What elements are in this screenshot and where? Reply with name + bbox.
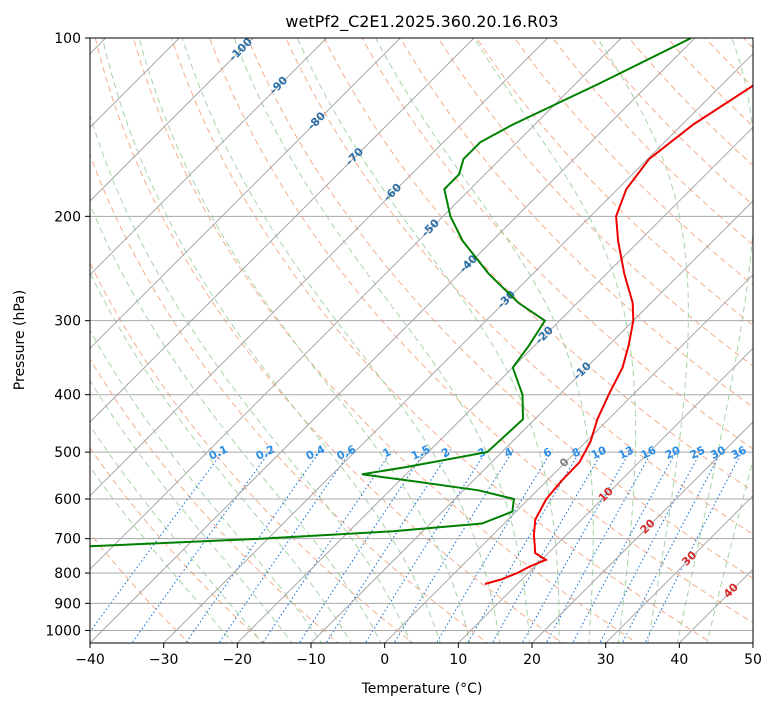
y-tick-label: 300 [54, 314, 81, 330]
y-axis-label: Pressure (hPa) [12, 290, 28, 390]
moist-adiabat-line [90, 113, 412, 643]
mixing-ratio-line [185, 449, 322, 643]
mixing-ratio-line [521, 449, 632, 643]
x-tick-label: 20 [523, 652, 541, 668]
dewpoint-profile-line [90, 38, 692, 548]
mixing-ratio-label: 13 [617, 444, 636, 462]
temperature-profile-line [484, 84, 753, 585]
y-tick-label: 700 [54, 532, 81, 548]
isotherm-line [236, 126, 753, 643]
mixing-ratio-label: 36 [729, 443, 749, 462]
y-tick-label: 500 [54, 445, 81, 461]
isotherm-line [90, 38, 475, 423]
isotherm-line [163, 52, 753, 643]
plot-area: -100-90-80-70-60-50-40-30-20-10010203040… [90, 38, 753, 643]
mixing-ratio-line [298, 449, 427, 643]
dry-adiabat-line [514, 38, 753, 286]
x-axis-ticks: −40 −30 −20 −10 0 10 20 30 40 50 [75, 643, 762, 668]
x-tick-label: −20 [223, 652, 253, 668]
mixing-ratio-line [218, 449, 353, 643]
isotherm-line [310, 200, 753, 643]
y-tick-label: 100 [54, 31, 81, 47]
x-tick-label: 40 [670, 652, 688, 668]
y-axis-ticks: 100 200 300 400 500 600 700 800 900 1000 [45, 31, 90, 639]
y-tick-label: 1000 [45, 623, 81, 639]
x-tick-label: 10 [449, 652, 467, 668]
x-tick-label: 50 [744, 652, 762, 668]
mixing-ratio-line [621, 449, 723, 643]
moist-adiabat-line [90, 202, 382, 643]
mixing-ratio-label: 16 [639, 443, 659, 462]
isotherm-line [90, 38, 254, 202]
x-axis-label: Temperature (°C) [361, 681, 483, 697]
mixing-ratio-line [131, 449, 272, 643]
y-tick-label: 800 [54, 566, 81, 582]
isotherm-line [90, 38, 549, 497]
isotherm-line [90, 38, 401, 350]
plot-frame [89, 37, 754, 644]
mixing-ratio-label: 10 [589, 443, 609, 462]
mixing-ratio-label: 25 [688, 444, 707, 462]
y-tick-label: 900 [54, 596, 81, 612]
dry-adiabat-line [476, 38, 753, 326]
x-tick-label: 0 [380, 652, 389, 668]
y-tick-label: 600 [54, 492, 81, 508]
x-tick-label: −10 [296, 652, 326, 668]
isotherm-line [90, 38, 622, 571]
dry-adiabat-line [90, 153, 489, 643]
mixing-ratio-label: 30 [708, 443, 728, 462]
mixing-ratio-line [393, 449, 515, 643]
pressure-gridlines [90, 38, 753, 631]
x-tick-label: 30 [597, 652, 615, 668]
mixing-ratio-line [545, 449, 654, 643]
isotherm-line [457, 347, 753, 643]
profile-series [90, 38, 753, 585]
isotherm-line [384, 273, 753, 643]
mixing-ratio-line [364, 449, 488, 643]
mixing-ratio-line [262, 449, 393, 643]
dry-adiabat-line [90, 261, 414, 643]
y-tick-label: 200 [54, 209, 81, 225]
mixing-ratio-line [435, 449, 553, 643]
isotherm-line [90, 38, 328, 276]
mixing-ratio-line [466, 449, 582, 643]
isotherm-line [531, 421, 753, 643]
mixing-ratio-line [325, 449, 452, 643]
isotherm-line [605, 494, 753, 643]
x-tick-label: −40 [75, 652, 105, 668]
mixing-ratio-label: 20 [663, 443, 683, 462]
x-tick-label: −30 [149, 652, 179, 668]
chart-title: wetPf2_C2E1.2025.360.20.16.R03 [285, 12, 558, 32]
y-tick-label: 400 [54, 388, 81, 404]
